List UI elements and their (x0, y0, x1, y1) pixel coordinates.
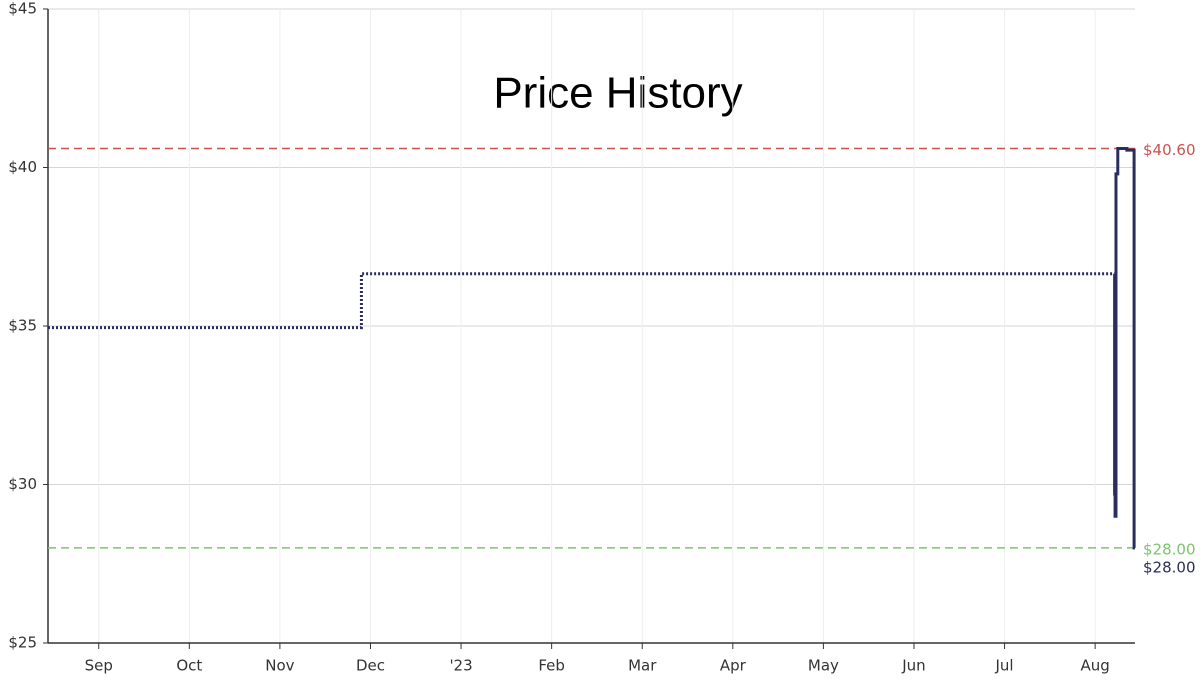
y-tick-label: $35 (8, 317, 37, 335)
chart-title: Price History (493, 69, 742, 118)
y-tick-label: $45 (8, 0, 37, 18)
x-tick-label: Aug (1080, 657, 1109, 675)
x-tick-label: Sep (85, 657, 113, 675)
x-tick-label: Mar (628, 657, 657, 675)
y-tick-label: $40 (8, 158, 37, 176)
current-price-label: $28.00 (1143, 558, 1196, 576)
x-tick-label: Jun (901, 657, 925, 675)
x-tick-label: Dec (356, 657, 385, 675)
y-tick-label: $30 (8, 475, 37, 493)
x-tick-label: '23 (449, 657, 472, 675)
price-line (1113, 146, 1136, 550)
x-tick-label: Apr (720, 657, 747, 675)
x-tick-label: Nov (265, 657, 294, 675)
x-tick-label: Feb (538, 657, 565, 675)
reference-label: $40.60 (1143, 141, 1196, 159)
x-tick-label: May (808, 657, 839, 675)
y-tick-label: $25 (8, 634, 37, 652)
x-tick-label: Oct (176, 657, 202, 675)
price-line (48, 272, 1115, 330)
x-tick-label: Jul (995, 657, 1014, 675)
reference-label: $28.00 (1143, 540, 1196, 558)
